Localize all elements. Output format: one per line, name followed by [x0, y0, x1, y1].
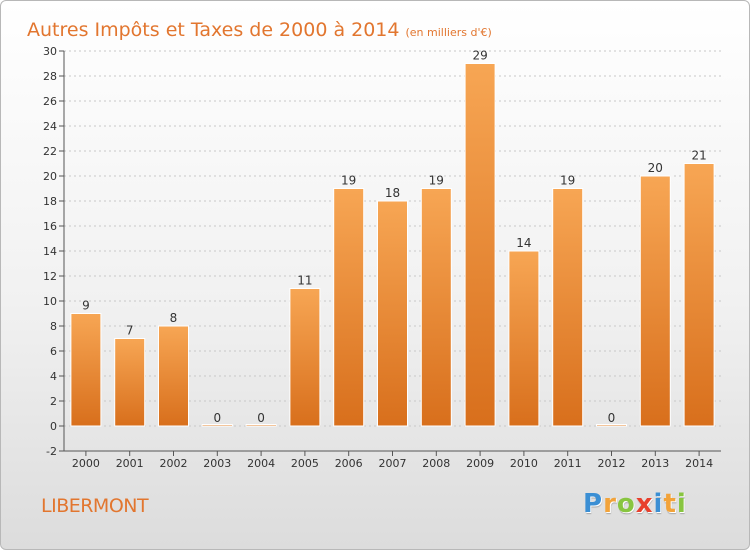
x-tick-label: 2013: [641, 457, 669, 470]
x-tick-label: 2006: [335, 457, 363, 470]
x-tick-label: 2002: [160, 457, 188, 470]
y-tick-label: 24: [43, 120, 57, 133]
bar-2004: [245, 424, 277, 427]
bar-value-label: 8: [170, 311, 178, 325]
bar-2013: [639, 175, 671, 427]
y-tick-label: -2: [46, 445, 57, 458]
x-tick-label: 2008: [422, 457, 450, 470]
bar-2005: [289, 288, 321, 427]
bar-value-label: 0: [257, 411, 265, 425]
bar-value-label: 18: [385, 186, 400, 200]
logo-letter: o: [616, 489, 636, 519]
y-tick-label: 12: [43, 270, 57, 283]
bar-value-label: 14: [516, 236, 531, 250]
x-tick-label: 2012: [598, 457, 626, 470]
chart-title: Autres Impôts et Taxes de 2000 à 2014 (en…: [27, 6, 492, 44]
y-tick-label: 6: [50, 345, 57, 358]
logo-letter: x: [635, 489, 654, 519]
bar-2000: [70, 313, 102, 427]
bar-value-label: 19: [560, 174, 575, 188]
bar-value-label: 19: [341, 174, 356, 188]
x-tick-label: 2003: [203, 457, 231, 470]
bar-2001: [114, 338, 146, 427]
y-tick-label: 4: [50, 370, 57, 383]
bar-value-label: 0: [213, 411, 221, 425]
bar-value-label: 21: [691, 149, 706, 163]
y-tick-label: 30: [43, 45, 57, 58]
y-tick-label: 18: [43, 195, 57, 208]
logo-letter: P: [583, 489, 604, 519]
title-text: Autres Impôts et Taxes de 2000 à 2014: [27, 19, 400, 41]
bar-2014: [683, 163, 715, 427]
logo-letter: i: [653, 489, 664, 519]
bar-2010: [508, 250, 540, 427]
x-tick-label: 2000: [72, 457, 100, 470]
x-tick-label: 2007: [379, 457, 407, 470]
bar-2002: [158, 325, 189, 427]
x-tick-label: 2005: [291, 457, 319, 470]
x-tick-label: 2009: [466, 457, 494, 470]
logo-letter: t: [663, 489, 677, 519]
bar-value-label: 9: [82, 299, 90, 313]
bar-2011: [552, 188, 584, 427]
y-tick-label: 14: [43, 245, 57, 258]
y-tick-label: 20: [43, 170, 57, 183]
bar-2012: [596, 424, 627, 427]
bar-value-label: 7: [126, 324, 134, 338]
bar-value-label: 20: [648, 161, 663, 175]
y-tick-label: 28: [43, 70, 57, 83]
title-unit: (en milliers d'€): [405, 26, 492, 39]
y-tick-label: 10: [43, 295, 57, 308]
y-tick-label: 8: [50, 320, 57, 333]
y-tick-label: 22: [43, 145, 57, 158]
bar-value-label: 11: [297, 274, 312, 288]
bar-value-label: 29: [472, 49, 487, 63]
proxiti-logo: Proxiti: [583, 489, 687, 519]
logo-letter: i: [676, 489, 687, 519]
y-tick-label: 16: [43, 220, 57, 233]
bar-2008: [420, 188, 452, 427]
bar-2006: [333, 188, 365, 427]
bar-value-label: 0: [608, 411, 616, 425]
x-tick-label: 2014: [685, 457, 713, 470]
x-tick-label: 2004: [247, 457, 275, 470]
logo-letter: r: [603, 489, 617, 519]
y-tick-label: 0: [50, 420, 57, 433]
bar-value-label: 19: [429, 174, 444, 188]
commune-name: LIBERMONT: [41, 495, 149, 517]
x-tick-label: 2001: [116, 457, 144, 470]
y-tick-label: 26: [43, 95, 57, 108]
x-tick-label: 2011: [554, 457, 582, 470]
bar-2007: [377, 200, 408, 427]
bar-2003: [201, 424, 233, 427]
bar-2009: [464, 63, 496, 427]
y-tick-label: 2: [50, 395, 57, 408]
x-tick-label: 2010: [510, 457, 538, 470]
